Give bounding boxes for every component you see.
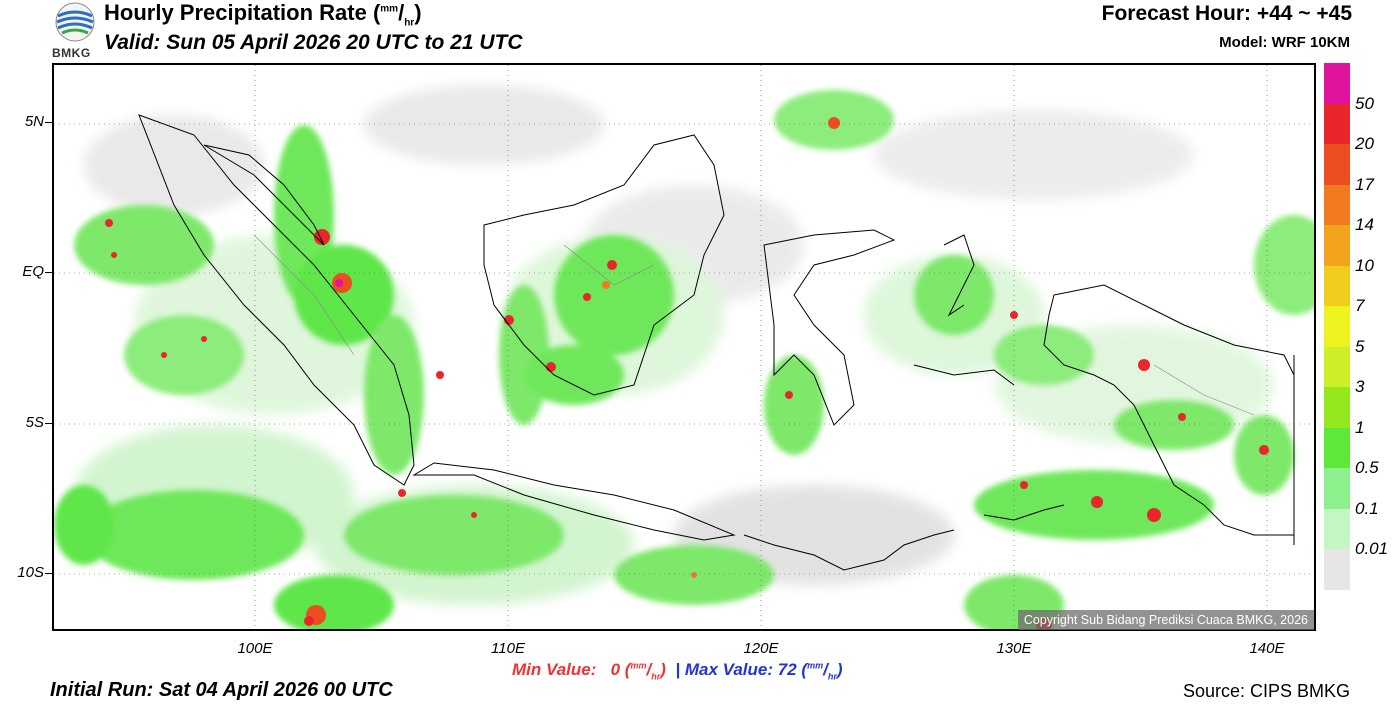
colorbar-swatch [1324, 508, 1350, 550]
colorbar-label: 50 [1355, 93, 1374, 113]
colorbar-label: 14 [1355, 215, 1374, 235]
max-label: Max Value: [684, 660, 774, 679]
max-unit-den: hr [827, 671, 837, 682]
title-unit-den: hr [404, 17, 415, 29]
colorbar-label: 3 [1355, 377, 1365, 397]
y-tick-mark [45, 122, 52, 123]
max-value: 72 [777, 660, 797, 679]
chart-title: Hourly Precipitation Rate (mm/hr) [104, 0, 422, 29]
y-tick-mark [45, 272, 52, 273]
bmkg-logo-icon [55, 2, 95, 42]
y-tick-5n: 5N [24, 113, 44, 130]
colorbar-swatch [1324, 265, 1350, 307]
precipitation-map [52, 63, 1316, 631]
max-unit-num: mm [807, 660, 824, 671]
x-tick-130e: 130E [996, 640, 1032, 657]
colorbar-label: 1 [1355, 417, 1365, 437]
colorbar-label: 7 [1355, 296, 1365, 316]
min-unit-num: mm [630, 660, 647, 671]
colorbar-swatch [1324, 387, 1350, 429]
title-unit-num: mm [380, 3, 399, 15]
x-tick-140e: 140E [1249, 640, 1285, 657]
min-max-values: Min Value: 0 (mm/hr) | Max Value: 72 (mm… [512, 660, 843, 682]
initial-run: Initial Run: Sat 04 April 2026 00 UTC [50, 679, 393, 701]
forecast-hour: Forecast Hour: +44 ~ +45 [1101, 2, 1352, 25]
separator: | [675, 660, 681, 679]
colorbar-swatch [1324, 468, 1350, 510]
model-label: Model: WRF 10KM [1219, 34, 1350, 51]
colorbar-label: 10 [1355, 255, 1374, 275]
x-tick-120e: 120E [743, 640, 779, 657]
valid-time: Valid: Sun 05 April 2026 20 UTC to 21 UT… [104, 31, 523, 54]
bmkg-logo-text: BMKG [52, 46, 91, 60]
copyright-label: Copyright Sub Bidang Prediksi Cuaca BMKG… [1017, 610, 1314, 630]
map-canvas [54, 65, 1314, 629]
colorbar-swatch [1324, 549, 1350, 591]
min-label: Min Value: [512, 660, 597, 679]
colorbar-label: 0.5 [1355, 458, 1379, 478]
colorbar-label: 17 [1355, 174, 1374, 194]
colorbar-swatch [1324, 225, 1350, 267]
colorbar-swatch [1324, 306, 1350, 348]
colorbar-swatch [1324, 346, 1350, 388]
title-text: Hourly Precipitation Rate ( [104, 0, 381, 25]
y-tick-10s: 10S [17, 564, 44, 581]
colorbar-swatch [1324, 63, 1350, 105]
colorbar-swatch [1324, 103, 1350, 145]
min-unit-den: hr [651, 671, 661, 682]
y-tick-eq: EQ [22, 263, 44, 280]
x-tick-100e: 100E [237, 640, 273, 657]
bmkg-logo: BMKG [50, 0, 100, 62]
y-tick-5s: 5S [25, 414, 44, 431]
colorbar-label: 5 [1355, 336, 1365, 356]
colorbar-label: 0.1 [1355, 498, 1379, 518]
colorbar [1324, 63, 1350, 591]
source-label: Source: CIPS BMKG [1182, 681, 1350, 701]
min-value: 0 [610, 660, 621, 679]
y-tick-mark [45, 573, 52, 574]
title-close: ) [414, 0, 422, 25]
colorbar-label: 20 [1355, 134, 1374, 154]
colorbar-swatch [1324, 184, 1350, 226]
colorbar-swatch [1324, 144, 1350, 186]
y-tick-mark [45, 423, 52, 424]
x-tick-110e: 110E [491, 640, 525, 657]
colorbar-label: 0.01 [1355, 539, 1389, 559]
colorbar-swatch [1324, 427, 1350, 469]
